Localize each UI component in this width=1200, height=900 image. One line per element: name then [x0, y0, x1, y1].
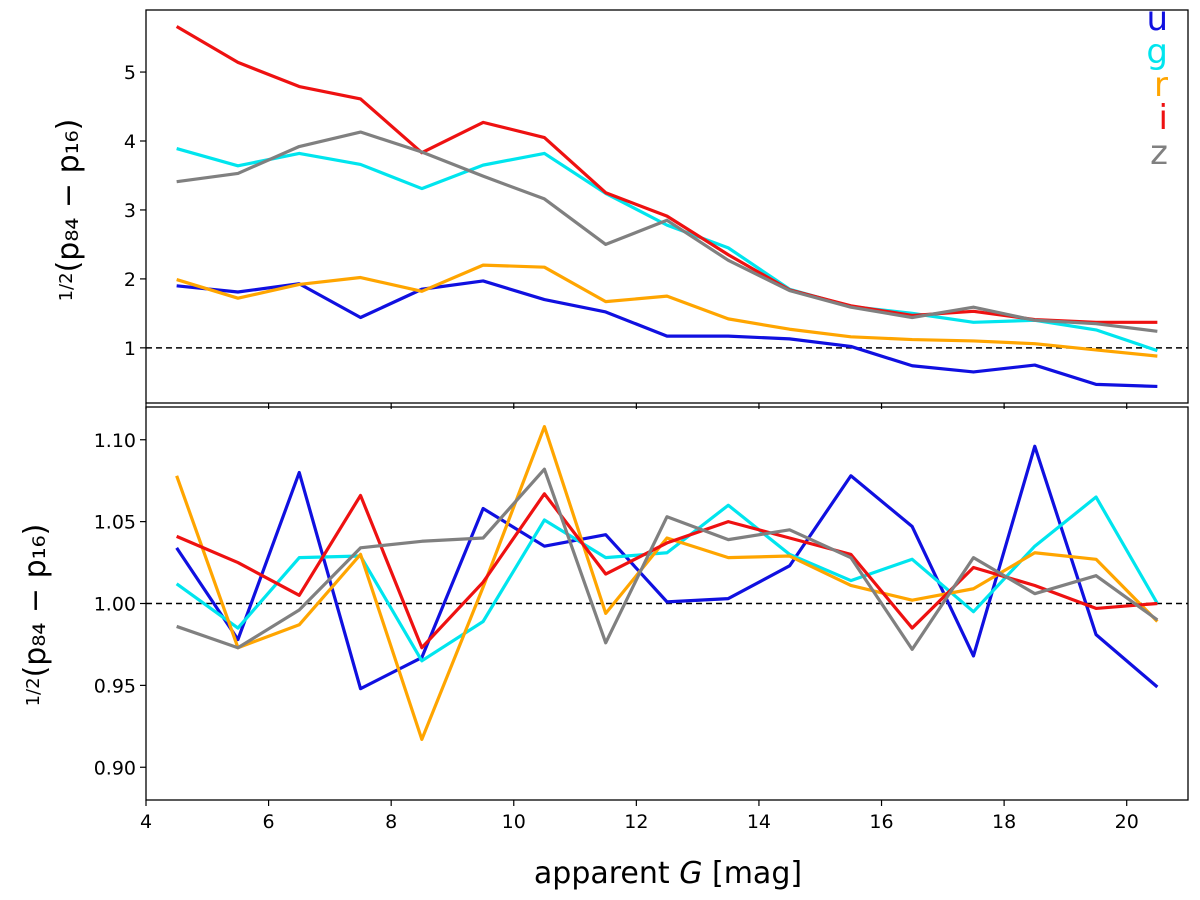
top-series-line-i: [175, 25, 1158, 324]
top-axes-frame: [145, 9, 1189, 404]
top-ytick-label: 4: [124, 131, 136, 153]
bottom-ytick-label: 1.10: [94, 430, 136, 452]
bottom-xtick-label: 4: [140, 811, 152, 833]
top-ytick-label: 1: [124, 338, 136, 360]
x-axis-label: apparent G [mag]: [534, 856, 802, 891]
top-ylabel-expr: (p₈₄ − p₁₆): [51, 119, 86, 273]
bottom-xtick-label: 14: [747, 811, 771, 833]
bottom-ytick-label: 0.90: [94, 757, 136, 779]
top-series-line-z: [176, 130, 1158, 333]
bottom-xtick-label: 10: [502, 811, 526, 833]
legend: u g r i z: [1146, 0, 1168, 173]
bottom-xtick-label: 6: [263, 811, 275, 833]
bottom-ytick-label: 1.00: [94, 594, 136, 616]
bottom-series-line-i: [176, 492, 1158, 650]
bottom-series-line-z: [176, 467, 1159, 651]
legend-entry-r: r: [1154, 65, 1168, 105]
bottom-xtick-label: 8: [385, 811, 397, 833]
bottom-ylabel-expr: (p₈₄ − p₁₆): [18, 524, 53, 678]
legend-entry-i: i: [1159, 98, 1168, 138]
top-panel: 1 2 3 4 5: [124, 9, 1189, 409]
top-series-line-g: [176, 147, 1158, 353]
bottom-ylabel: 1/2(p₈₄ − p₁₆): [18, 524, 53, 707]
bottom-series-line-u: [175, 444, 1159, 691]
svg-text:1/2(p₈₄ − p₁₆): 1/2(p₈₄ − p₁₆): [18, 524, 53, 707]
legend-entry-g: g: [1146, 32, 1168, 72]
top-series-line-u: [176, 279, 1158, 389]
top-ytick-label: 2: [124, 269, 136, 291]
top-ytick-label: 3: [124, 200, 136, 222]
bottom-ylabel-frac: 1/2: [23, 677, 44, 706]
top-ytick-label: 5: [124, 62, 136, 84]
bottom-series-line-g: [175, 495, 1159, 663]
bottom-xtick-label: 18: [992, 811, 1016, 833]
top-ylabel-frac: 1/2: [56, 272, 77, 301]
bottom-panel: 0.90 0.95 1.00 1.05 1.10 4 6 8 10 12 14 16 18 20: [94, 406, 1189, 833]
bottom-xtick-label: 16: [869, 811, 893, 833]
bottom-ytick-label: 1.05: [94, 512, 136, 534]
bottom-xtick-label: 20: [1115, 811, 1139, 833]
bottom-xtick-label: 12: [624, 811, 648, 833]
svg-text:1/2(p₈₄ − p₁₆): 1/2(p₈₄ − p₁₆): [51, 119, 86, 302]
bottom-series-line-r: [175, 425, 1159, 742]
top-series-line-r: [176, 263, 1158, 358]
bottom-ytick-label: 0.95: [94, 675, 136, 697]
top-ylabel: 1/2(p₈₄ − p₁₆): [51, 119, 86, 302]
legend-entry-u: u: [1146, 0, 1168, 39]
legend-entry-z: z: [1150, 133, 1168, 173]
